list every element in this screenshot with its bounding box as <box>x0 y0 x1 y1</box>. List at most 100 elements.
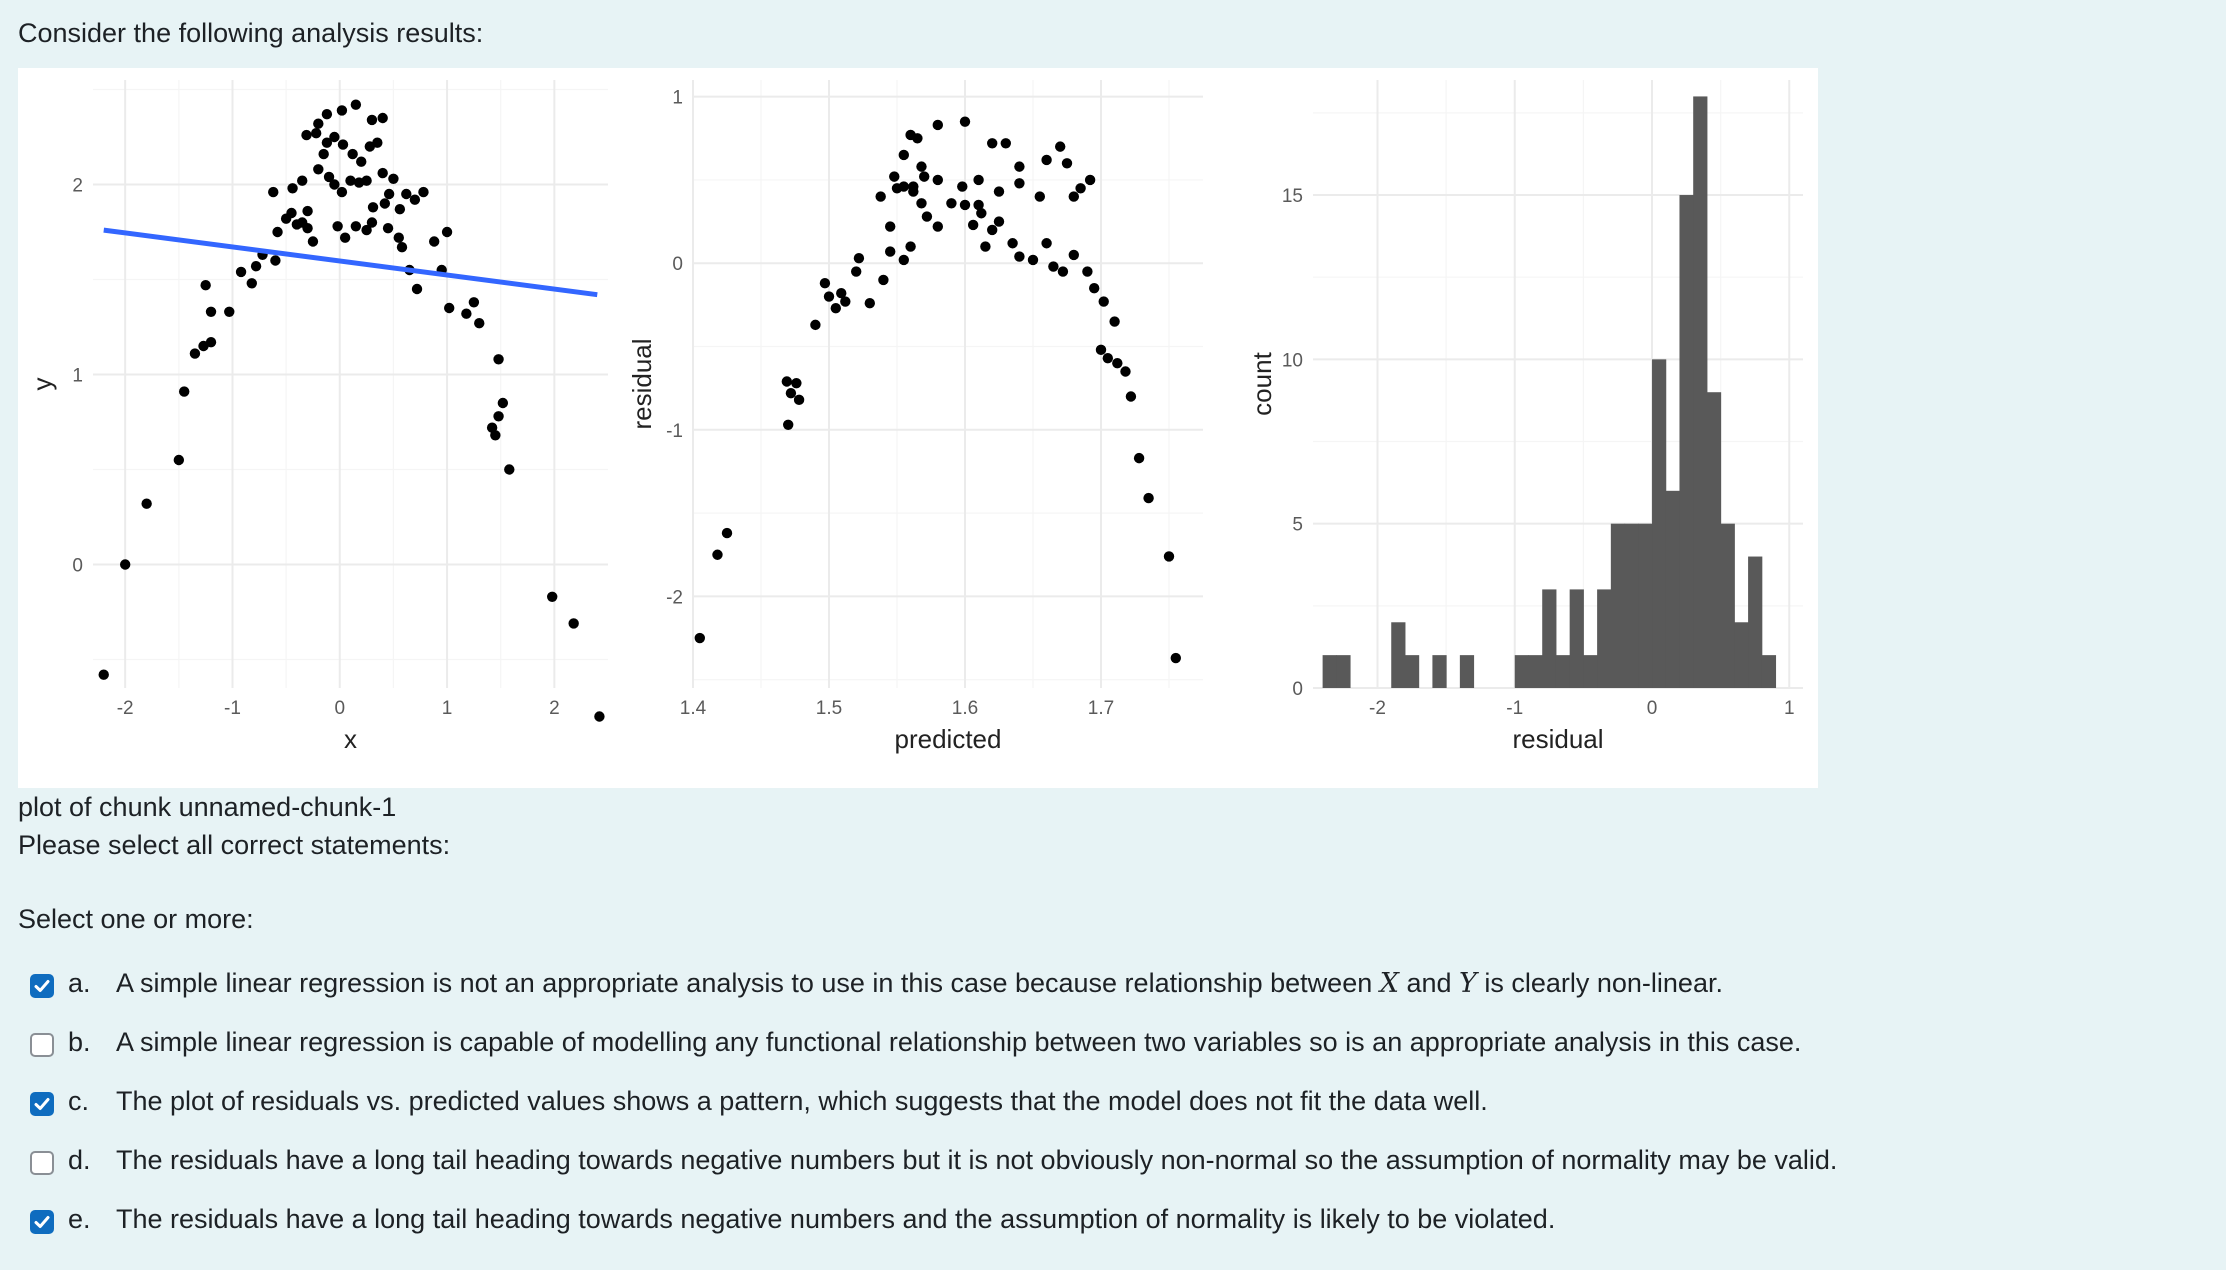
option-d-checkbox[interactable] <box>30 1151 54 1175</box>
option-a[interactable]: a. A simple linear regression is not an … <box>30 968 1837 1027</box>
histogram-bar <box>1583 655 1598 688</box>
data-point <box>383 188 395 200</box>
data-point <box>916 161 927 172</box>
data-point <box>367 202 379 213</box>
data-point <box>1098 296 1109 307</box>
data-point <box>1041 238 1052 249</box>
data-point <box>372 137 383 148</box>
data-point <box>246 278 257 289</box>
data-point <box>490 430 501 441</box>
histogram-bar <box>1597 589 1612 688</box>
histogram-bar <box>1734 622 1749 688</box>
data-point <box>1089 283 1100 294</box>
option-b[interactable]: b. A simple linear regression is capable… <box>30 1027 1837 1086</box>
data-point <box>336 105 348 116</box>
data-point <box>307 236 319 247</box>
data-point <box>302 223 313 234</box>
y-tick-label: 0 <box>72 556 83 577</box>
x-tick-label: -2 <box>117 698 134 719</box>
option-a-checkbox[interactable] <box>30 974 54 998</box>
data-point <box>885 221 896 232</box>
data-point <box>1068 249 1080 261</box>
data-point <box>339 232 351 243</box>
data-point <box>905 241 916 252</box>
x-axis-title: predicted <box>895 724 1002 754</box>
y-tick-label: 1 <box>72 366 83 387</box>
histogram-bar <box>1336 655 1351 688</box>
data-point <box>361 224 372 236</box>
data-point <box>388 173 399 184</box>
data-point <box>382 223 394 234</box>
data-point <box>313 118 324 129</box>
x-axis-title: x <box>344 724 357 754</box>
data-point <box>461 308 472 319</box>
answer-options: a. A simple linear regression is not an … <box>30 968 1837 1263</box>
data-point <box>889 171 900 182</box>
data-point <box>921 211 933 222</box>
histogram-bar <box>1542 589 1557 688</box>
histogram-bar <box>1638 523 1653 688</box>
y-tick-label: 15 <box>1282 186 1303 207</box>
x-tick-label: 0 <box>334 698 345 719</box>
data-point <box>313 164 324 175</box>
option-b-checkbox[interactable] <box>30 1033 54 1057</box>
data-point <box>178 386 190 397</box>
data-point <box>1075 183 1086 194</box>
data-point <box>345 175 356 186</box>
data-point <box>493 411 504 422</box>
option-a-letter: a. <box>68 968 91 998</box>
option-d-letter: d. <box>68 1145 91 1175</box>
option-d[interactable]: d. The residuals have a long tail headin… <box>30 1145 1837 1204</box>
data-point <box>350 99 362 110</box>
option-c-text: The plot of residuals vs. predicted valu… <box>116 1086 1488 1116</box>
option-e-text: The residuals have a long tail heading t… <box>116 1204 1556 1234</box>
data-point <box>568 618 579 629</box>
data-point <box>793 394 805 406</box>
data-point <box>1027 254 1039 266</box>
data-point <box>361 175 372 186</box>
data-point <box>250 261 262 272</box>
data-point <box>396 242 408 253</box>
option-a-text-after: is clearly non-linear. <box>1476 968 1723 998</box>
data-point <box>301 129 312 141</box>
y-tick-label: 5 <box>1292 515 1303 536</box>
data-point <box>394 204 406 215</box>
data-point <box>785 387 797 399</box>
histogram-bar <box>1404 655 1420 688</box>
data-point <box>712 549 723 560</box>
histogram-bar <box>1514 655 1529 688</box>
data-point <box>329 179 340 190</box>
data-point <box>1109 316 1120 327</box>
option-e[interactable]: e. The residuals have a long tail headin… <box>30 1204 1837 1263</box>
data-point <box>864 298 875 309</box>
data-point <box>332 221 343 232</box>
data-point <box>898 254 909 266</box>
data-point <box>1048 261 1059 272</box>
data-point <box>173 454 185 466</box>
data-point <box>268 186 279 198</box>
option-c[interactable]: c. The plot of residuals vs. predicted v… <box>30 1086 1837 1145</box>
data-point <box>377 112 388 124</box>
data-point <box>898 149 909 161</box>
histogram-bar <box>1555 655 1571 688</box>
data-point <box>366 217 378 228</box>
select-hint: Select one or more: <box>18 904 254 934</box>
data-point <box>302 205 313 217</box>
option-a-text-mid: and <box>1398 968 1460 998</box>
option-a-var-y: Y <box>1459 968 1477 999</box>
data-point <box>444 302 455 314</box>
option-a-var-x: X <box>1379 968 1399 999</box>
option-c-checkbox[interactable] <box>30 1092 54 1116</box>
data-point <box>318 148 329 160</box>
data-point <box>916 198 927 209</box>
option-e-checkbox[interactable] <box>30 1210 54 1234</box>
histogram-bar <box>1528 655 1543 688</box>
data-point <box>272 226 283 238</box>
data-point <box>428 236 440 247</box>
data-point <box>1014 178 1025 189</box>
data-point <box>1007 238 1018 249</box>
x-tick-label: 1.6 <box>952 698 978 719</box>
data-point <box>836 288 847 299</box>
data-point <box>310 128 322 139</box>
data-point <box>721 527 733 539</box>
